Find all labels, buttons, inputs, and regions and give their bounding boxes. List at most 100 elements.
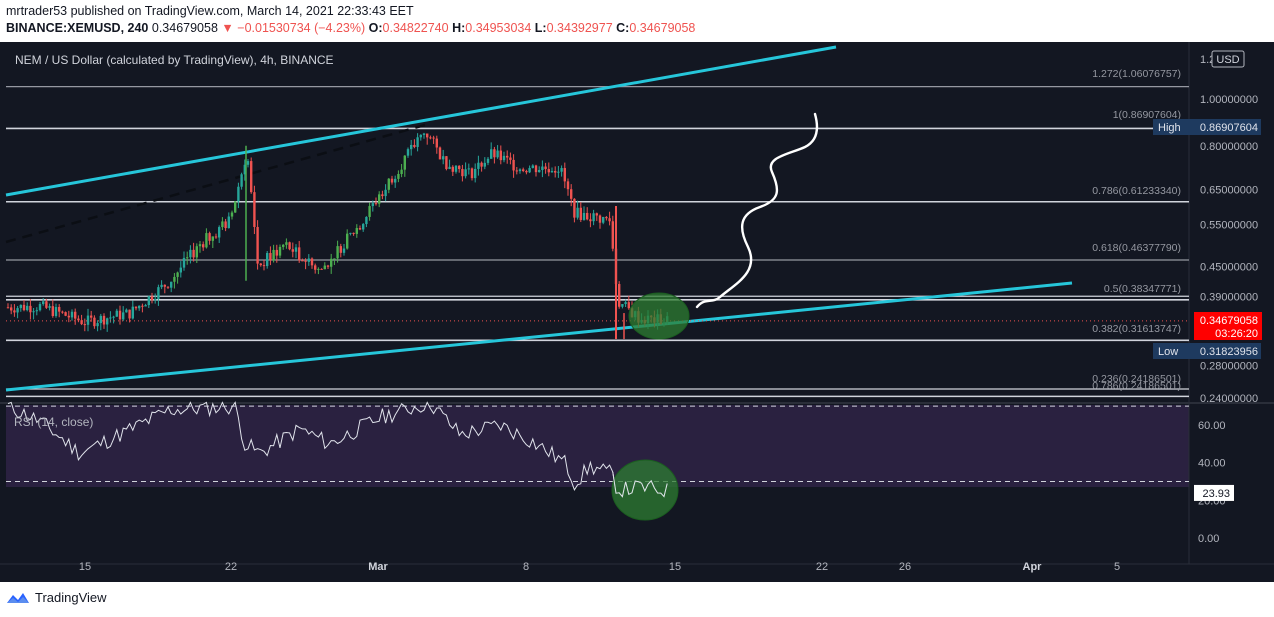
- candle-body: [160, 284, 163, 288]
- candle-body: [83, 324, 86, 326]
- candle-body: [35, 310, 38, 312]
- candle-body: [554, 171, 557, 173]
- price-tick: 1.2: [1200, 54, 1215, 66]
- candle-body: [435, 138, 438, 148]
- price-scale[interactable]: 1.2 1.00000000 0.80000000 0.65000000 0.55000…: [1198, 50, 1258, 545]
- candle-body: [154, 298, 157, 301]
- fib-label: 0.786(0.24186501): [1092, 380, 1181, 392]
- rsi-band: [6, 405, 1189, 487]
- time-tick: Mar: [368, 561, 388, 573]
- chart-area[interactable]: 1.272(1.06076757) 1(0.86907604) 0.786(0.61…: [0, 42, 1274, 582]
- candle-body: [112, 316, 115, 318]
- candle-body: [234, 201, 237, 213]
- candle-body: [362, 224, 365, 230]
- tradingview-logo[interactable]: TradingView: [6, 590, 107, 605]
- candle-body: [48, 306, 51, 308]
- candle-body: [573, 198, 576, 218]
- candle-body: [96, 323, 99, 327]
- candle-body: [192, 249, 195, 258]
- candle-body: [442, 156, 445, 160]
- open-value: 0.34822740: [382, 21, 449, 35]
- time-axis[interactable]: 15 22 Mar 8 15 22 26 Apr 5: [79, 561, 1120, 573]
- channel-upper-line: [5, 45, 837, 197]
- candle-body: [214, 236, 218, 238]
- candle-body: [77, 318, 80, 321]
- candle-body: [173, 276, 176, 282]
- fib-levels: 1.272(1.06076757) 1(0.86907604) 0.786(0.61…: [6, 68, 1189, 398]
- candle-body: [586, 212, 589, 220]
- candle-body: [550, 171, 554, 173]
- candle-body: [176, 272, 179, 277]
- candle-body: [317, 268, 320, 270]
- candle-body: [294, 247, 298, 252]
- candle-body: [282, 244, 285, 247]
- last-price-tag: 0.34679058: [1200, 315, 1258, 327]
- candle-body: [429, 137, 432, 139]
- dashed-trendline: [5, 123, 426, 244]
- candle-body: [150, 296, 154, 301]
- candle-body: [323, 265, 326, 270]
- candle-body: [589, 219, 592, 222]
- time-tick: Apr: [1023, 561, 1043, 573]
- candle-body: [90, 315, 93, 318]
- price-channel[interactable]: [5, 45, 1073, 392]
- high-tag: High 0.86907604: [1153, 119, 1261, 135]
- candle-body: [230, 212, 234, 217]
- fib-label: 0.5(0.38347771): [1104, 283, 1181, 295]
- candle-body: [118, 310, 122, 320]
- rsi-pane: [6, 401, 1189, 498]
- high-tag-value: 0.86907604: [1200, 122, 1258, 134]
- time-tick: 22: [225, 561, 237, 573]
- candle-body: [384, 189, 387, 197]
- candle-body: [486, 158, 490, 163]
- candle-body: [474, 168, 477, 179]
- candle-body: [256, 226, 259, 264]
- rsi-line-overlay: [612, 472, 668, 498]
- candle-body: [579, 207, 582, 220]
- candle-body: [307, 258, 310, 262]
- candle-body: [531, 165, 534, 168]
- rsi-tick: 60.00: [1198, 420, 1226, 432]
- candle-body: [262, 265, 266, 267]
- fib-label: 1.272(1.06076757): [1092, 68, 1181, 80]
- symbol-label: BINANCE:XEMUSD, 240: [6, 21, 149, 35]
- candle-body: [454, 165, 458, 172]
- candle-body: [221, 221, 224, 228]
- candle-body: [528, 167, 531, 173]
- candle-body: [358, 228, 362, 230]
- candle-body: [26, 305, 29, 311]
- candle-body: [202, 244, 205, 248]
- high-label: H:: [452, 21, 466, 35]
- fib-label: 0.618(0.46377790): [1092, 242, 1181, 254]
- candle-body: [592, 213, 595, 222]
- candle-body: [51, 306, 54, 317]
- candle-body: [285, 242, 288, 245]
- price-tick: 0.80000000: [1200, 141, 1258, 153]
- candle-body: [627, 302, 630, 309]
- chart-svg[interactable]: 1.272(1.06076757) 1(0.86907604) 0.786(0.61…: [0, 42, 1274, 582]
- candle-body: [464, 169, 467, 177]
- candle-body: [54, 307, 58, 317]
- symbol-ohlc-line: BINANCE:XEMUSD, 240 0.34679058 ▼ −0.0153…: [6, 21, 695, 35]
- candle-body: [195, 246, 198, 258]
- candle-body: [483, 162, 486, 167]
- candle-body: [374, 203, 378, 205]
- candle-body: [490, 149, 493, 159]
- fib-label: 0.786(0.61233340): [1092, 185, 1181, 197]
- candle-body: [243, 164, 246, 175]
- price-tick: 0.24000000: [1200, 393, 1258, 405]
- tradingview-logo-text: TradingView: [35, 590, 107, 605]
- candle-body: [522, 169, 525, 171]
- candle-body: [451, 166, 454, 172]
- candle-body: [205, 233, 208, 248]
- candle-body: [99, 315, 102, 324]
- candle-body: [403, 155, 406, 170]
- price-tick: 0.45000000: [1200, 261, 1258, 273]
- candle-body: [544, 166, 547, 170]
- candle-body: [259, 263, 262, 266]
- annotations[interactable]: [611, 112, 819, 521]
- candle-body: [621, 304, 624, 307]
- low-tag-value: 0.31823956: [1200, 346, 1258, 358]
- candle-body: [518, 169, 522, 172]
- candle-body: [291, 249, 294, 252]
